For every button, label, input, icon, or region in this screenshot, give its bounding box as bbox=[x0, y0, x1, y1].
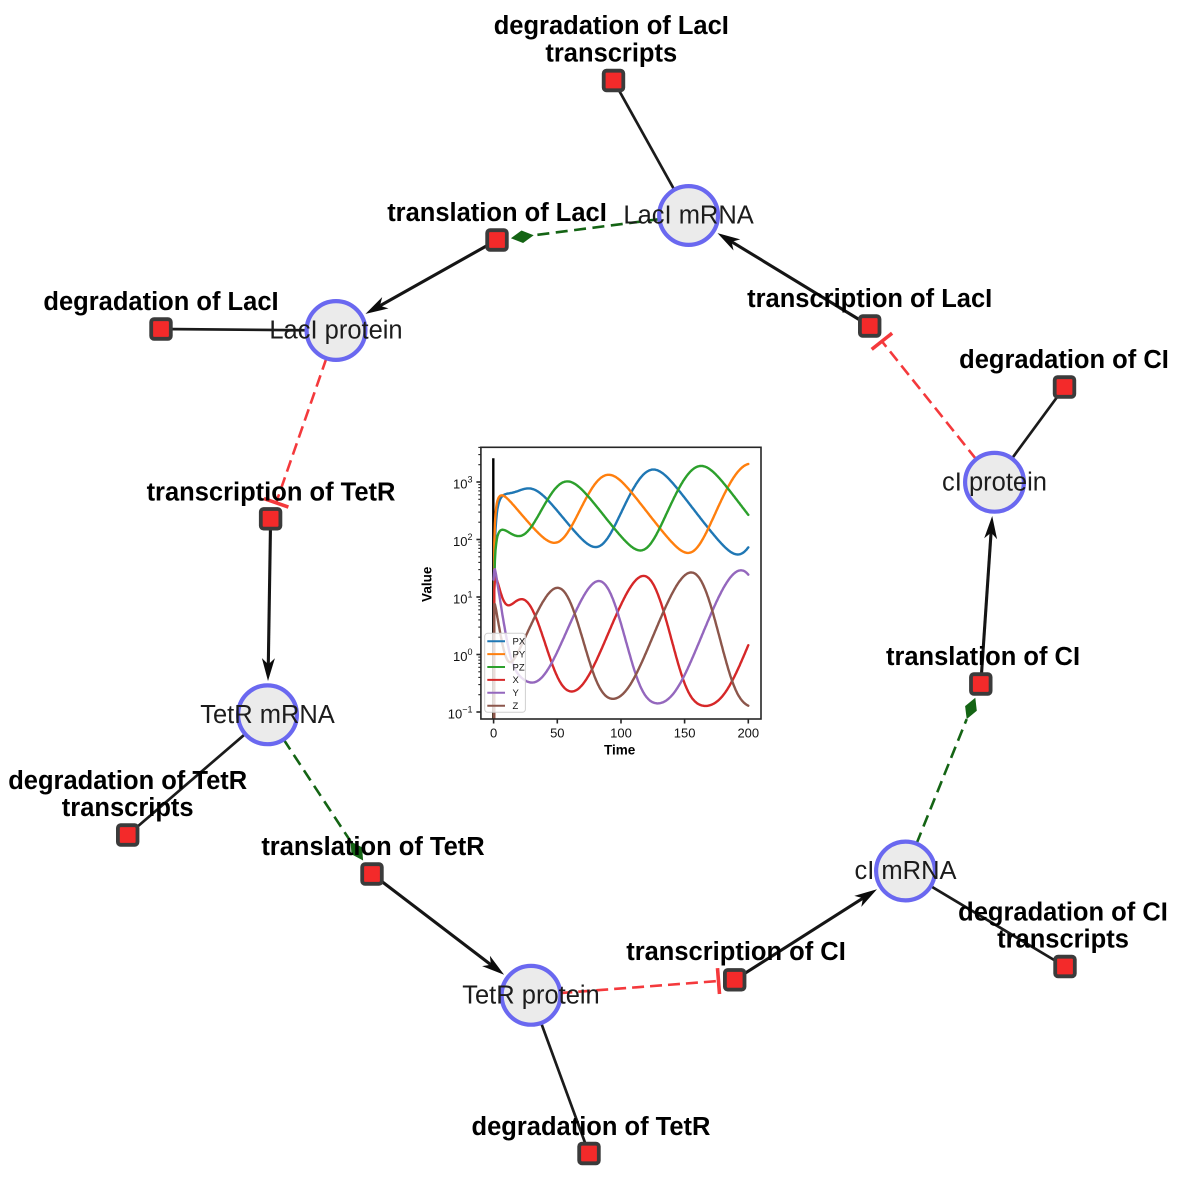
svg-text:degradation of CI: degradation of CI bbox=[958, 899, 1168, 927]
svg-text:150: 150 bbox=[674, 726, 696, 741]
svg-text:transcripts: transcripts bbox=[545, 39, 677, 67]
svg-text:transcripts: transcripts bbox=[62, 794, 194, 822]
svg-text:transcription of TetR: transcription of TetR bbox=[147, 479, 396, 507]
svg-text:Time: Time bbox=[604, 742, 636, 757]
svg-text:translation of LacI: translation of LacI bbox=[387, 199, 607, 227]
svg-text:translation of TetR: translation of TetR bbox=[261, 833, 484, 861]
svg-text:degradation of LacI: degradation of LacI bbox=[43, 288, 278, 316]
svg-text:transcripts: transcripts bbox=[997, 926, 1129, 954]
svg-text:PZ: PZ bbox=[513, 662, 525, 673]
svg-text:Y: Y bbox=[513, 688, 520, 699]
svg-text:degradation of TetR: degradation of TetR bbox=[472, 1113, 711, 1141]
svg-text:0: 0 bbox=[490, 726, 497, 741]
svg-text:TetR mRNA: TetR mRNA bbox=[200, 701, 335, 729]
svg-text:LacI protein: LacI protein bbox=[269, 317, 402, 345]
svg-text:100: 100 bbox=[610, 726, 632, 741]
svg-text:PX: PX bbox=[513, 637, 526, 648]
svg-text:translation of CI: translation of CI bbox=[886, 643, 1080, 671]
svg-text:LacI mRNA: LacI mRNA bbox=[623, 202, 753, 230]
svg-text:degradation of LacI: degradation of LacI bbox=[494, 12, 729, 40]
svg-text:50: 50 bbox=[550, 726, 564, 741]
svg-text:cI mRNA: cI mRNA bbox=[855, 857, 957, 885]
svg-text:transcription of LacI: transcription of LacI bbox=[747, 285, 992, 313]
svg-text:PY: PY bbox=[513, 649, 526, 660]
svg-text:transcription of CI: transcription of CI bbox=[626, 938, 846, 966]
svg-text:TetR protein: TetR protein bbox=[462, 981, 600, 1009]
svg-text:degradation of TetR: degradation of TetR bbox=[8, 767, 247, 795]
svg-text:Z: Z bbox=[513, 701, 519, 712]
svg-text:cI protein: cI protein bbox=[942, 468, 1047, 496]
svg-text:degradation of CI: degradation of CI bbox=[959, 346, 1169, 374]
svg-text:200: 200 bbox=[737, 726, 759, 741]
svg-text:X: X bbox=[513, 675, 520, 686]
svg-text:Value: Value bbox=[420, 566, 435, 602]
